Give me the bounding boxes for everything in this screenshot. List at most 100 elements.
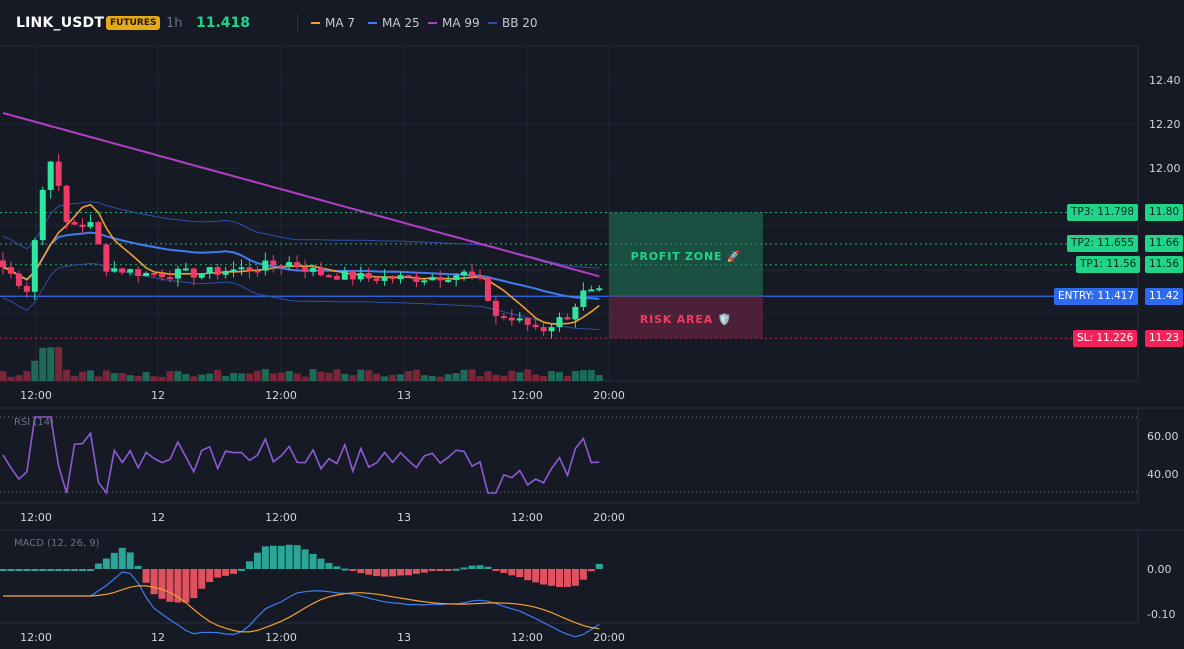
volume-bar bbox=[0, 371, 7, 381]
rsi-x-axis: 12:00 12 12:00 13 12:00 20:00 bbox=[20, 511, 625, 524]
candle-body bbox=[174, 268, 181, 279]
candle-body bbox=[79, 224, 86, 227]
macd-histogram-bar bbox=[63, 569, 71, 571]
volume-bar bbox=[436, 376, 444, 381]
macd-signal-line bbox=[3, 585, 600, 633]
volume-bars bbox=[0, 346, 603, 381]
macd-histogram-bar bbox=[548, 569, 556, 586]
macd-label: MACD (12, 26, 9) bbox=[14, 538, 100, 549]
volume-bar bbox=[110, 373, 118, 381]
candle-body bbox=[477, 276, 483, 279]
candle-body bbox=[151, 272, 158, 275]
legend-bb20-swatch bbox=[488, 22, 497, 24]
tp3-axis-label: 11.80 bbox=[1145, 204, 1184, 221]
candle-body bbox=[103, 244, 110, 272]
candle-body bbox=[206, 267, 213, 274]
macd-histogram-bar bbox=[7, 569, 15, 571]
volume-bar bbox=[47, 347, 55, 381]
volume-bar bbox=[389, 374, 397, 381]
risk-area bbox=[609, 296, 763, 339]
macd-histogram-bar bbox=[579, 569, 587, 580]
macd-histogram-bar bbox=[317, 558, 325, 569]
legend-ma7[interactable]: MA 7 bbox=[311, 16, 355, 30]
volume-bar bbox=[579, 370, 587, 381]
rsi-label: RSI (14) bbox=[14, 417, 54, 428]
candle-body bbox=[39, 189, 46, 241]
candle-body bbox=[159, 273, 165, 278]
macd-histogram-bar bbox=[436, 569, 444, 571]
candle-body bbox=[580, 290, 587, 307]
macd-x-tick: 20:00 bbox=[593, 631, 625, 644]
volume-bar bbox=[206, 373, 214, 381]
main-x-tick: 12:00 bbox=[511, 389, 543, 402]
tp3-tag[interactable]: TP3: 11.798 bbox=[1067, 204, 1139, 221]
macd-histogram-bar bbox=[373, 569, 381, 577]
candle-body bbox=[500, 316, 507, 319]
volume-bar bbox=[79, 371, 86, 381]
candle-body bbox=[222, 271, 229, 275]
macd-histogram-bar bbox=[110, 552, 118, 569]
volume-bar bbox=[222, 376, 230, 381]
macd-axis: 0.00 -0.10 bbox=[1147, 563, 1175, 621]
sl-tag[interactable]: SL: 11.226 bbox=[1073, 330, 1138, 347]
main-x-tick: 12:00 bbox=[265, 389, 297, 402]
candle-body bbox=[254, 270, 261, 273]
legend-ma25-swatch bbox=[368, 22, 377, 24]
macd-histogram-bar bbox=[357, 569, 365, 574]
volume-bar bbox=[214, 369, 222, 381]
tp2-tag[interactable]: TP2: 11.655 bbox=[1067, 235, 1139, 252]
candle-body bbox=[413, 276, 420, 283]
sl-axis-label: 11.23 bbox=[1145, 330, 1184, 347]
macd-histogram-bar bbox=[94, 563, 102, 569]
entry-axis-label: 11.42 bbox=[1145, 288, 1184, 305]
main-x-tick: 12:00 bbox=[20, 389, 52, 402]
volume-bar bbox=[404, 371, 412, 381]
candle-body bbox=[461, 271, 468, 276]
macd-histogram-bar bbox=[134, 565, 142, 569]
volume-bar bbox=[86, 370, 94, 381]
macd-histogram-bar bbox=[23, 569, 31, 571]
legend-bb20[interactable]: BB 20 bbox=[488, 16, 538, 30]
volume-bar bbox=[548, 371, 556, 381]
volume-bar bbox=[508, 370, 516, 381]
entry-tag[interactable]: ENTRY: 11.417 bbox=[1054, 288, 1139, 305]
bb-upper bbox=[2, 201, 600, 269]
tp1-tag[interactable]: TP1: 11.56 bbox=[1076, 256, 1141, 273]
macd-histogram-bar bbox=[595, 563, 603, 569]
symbol-name[interactable]: LINK_USDT bbox=[16, 15, 105, 31]
zone-labels: PROFIT ZONE 🚀 RISK AREA 🛡️ bbox=[631, 250, 741, 326]
macd-histogram-bar bbox=[500, 569, 508, 573]
macd-histogram-bar bbox=[253, 552, 261, 569]
volume-bar bbox=[500, 375, 508, 381]
legend-ma99[interactable]: MA 99 bbox=[428, 16, 480, 30]
candle-body bbox=[310, 267, 317, 272]
main-x-axis: 12:00 12 12:00 13 12:00 20:00 bbox=[20, 389, 625, 402]
macd-histogram-bar bbox=[150, 569, 158, 595]
trade-zones bbox=[609, 212, 763, 339]
macd-histogram-bar bbox=[412, 569, 420, 574]
legend-ma25[interactable]: MA 25 bbox=[368, 16, 420, 30]
macd-histogram-bar bbox=[238, 568, 245, 571]
macd-tick: 0.00 bbox=[1147, 563, 1172, 576]
macd-x-tick: 13 bbox=[397, 631, 411, 644]
volume-bar bbox=[444, 374, 452, 381]
macd-histogram-bar bbox=[333, 566, 341, 569]
volume-bar bbox=[166, 371, 174, 381]
rsi-x-tick: 12 bbox=[151, 511, 165, 524]
volume-bar bbox=[309, 369, 317, 381]
candle-body bbox=[214, 267, 221, 275]
price-axis[interactable]: 12.40 12.20 12.00 bbox=[1149, 74, 1181, 175]
candle-body bbox=[516, 318, 523, 321]
macd-histogram-bar bbox=[118, 547, 126, 569]
candle-body bbox=[127, 269, 134, 273]
candle-body bbox=[357, 273, 364, 280]
candle-body bbox=[437, 277, 444, 281]
timeframe-label[interactable]: 1h bbox=[166, 16, 183, 31]
main-x-tick: 12 bbox=[151, 389, 165, 402]
candle-body bbox=[135, 269, 142, 277]
candle-body bbox=[111, 268, 118, 272]
rsi-tick: 60.00 bbox=[1147, 430, 1179, 443]
volume-bar bbox=[134, 375, 142, 381]
volume-bar bbox=[412, 369, 420, 381]
